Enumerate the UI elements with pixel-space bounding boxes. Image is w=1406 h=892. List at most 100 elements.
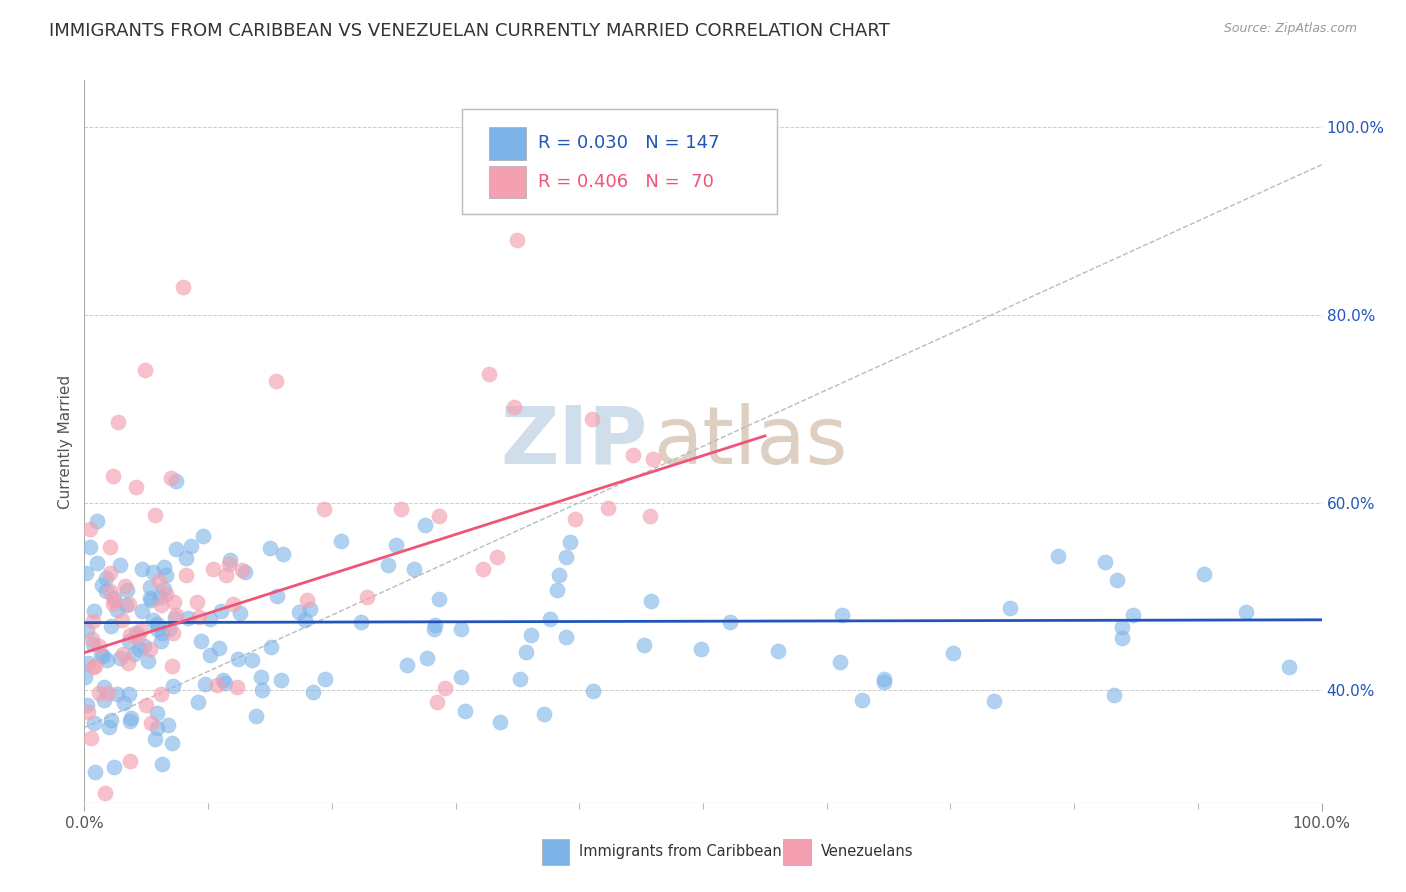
Text: Venezuelans: Venezuelans: [821, 845, 912, 859]
Point: [222, 597, 245, 611]
Point: [105, 603, 128, 617]
Bar: [489, 128, 526, 160]
Point: [294, 613, 316, 627]
Point: [86, 557, 108, 571]
Point: [288, 605, 311, 619]
Point: [509, 672, 531, 686]
Point: [115, 583, 138, 598]
Point: [115, 598, 138, 612]
Point: [129, 623, 152, 637]
Point: [219, 553, 242, 567]
Point: [134, 363, 156, 377]
Point: [423, 623, 446, 637]
Point: [270, 673, 292, 687]
Point: [79, 540, 101, 554]
Point: [690, 642, 713, 657]
Point: [105, 687, 128, 701]
Point: [145, 721, 167, 735]
Point: [271, 548, 294, 562]
Point: [201, 562, 224, 576]
Point: [138, 581, 160, 595]
FancyBboxPatch shape: [461, 109, 778, 214]
Point: [198, 612, 221, 626]
Point: [114, 579, 136, 593]
Point: [160, 471, 183, 485]
Point: [90, 648, 112, 662]
Point: [506, 233, 529, 247]
Point: [77, 656, 100, 670]
Point: [389, 502, 412, 516]
Point: [415, 517, 437, 532]
Point: [433, 681, 456, 695]
Point: [146, 706, 169, 721]
Point: [1278, 659, 1301, 673]
Point: [145, 616, 167, 631]
Point: [73, 670, 96, 684]
Bar: [489, 166, 526, 198]
Point: [159, 622, 181, 636]
Point: [149, 590, 172, 604]
Point: [1122, 608, 1144, 623]
Point: [174, 550, 197, 565]
Point: [471, 562, 494, 576]
Point: [143, 508, 166, 522]
Point: [208, 640, 231, 655]
Point: [240, 653, 263, 667]
Text: atlas: atlas: [654, 402, 848, 481]
Text: R = 0.030   N = 147: R = 0.030 N = 147: [538, 134, 720, 153]
Point: [519, 627, 541, 641]
Point: [112, 696, 135, 710]
Point: [621, 448, 644, 462]
Point: [633, 639, 655, 653]
Point: [176, 568, 198, 582]
Point: [194, 677, 217, 691]
Point: [94, 583, 117, 598]
Point: [226, 681, 249, 695]
Point: [416, 651, 439, 665]
Point: [515, 645, 537, 659]
Point: [427, 509, 450, 524]
Point: [598, 500, 620, 515]
Point: [212, 673, 235, 687]
Point: [139, 642, 162, 657]
Point: [83, 715, 105, 730]
Point: [150, 756, 173, 771]
Point: [108, 558, 131, 572]
Point: [79, 522, 101, 536]
Point: [245, 709, 267, 723]
Point: [180, 539, 202, 553]
Point: [101, 597, 124, 611]
Point: [100, 618, 122, 632]
Point: [118, 597, 141, 611]
Point: [97, 686, 120, 700]
Point: [120, 628, 142, 642]
Point: [299, 602, 322, 616]
Point: [125, 479, 148, 493]
Point: [402, 562, 425, 576]
Point: [150, 687, 173, 701]
Point: [76, 623, 98, 637]
Point: [555, 631, 578, 645]
Point: [134, 640, 156, 654]
Point: [86, 514, 108, 528]
Point: [83, 604, 105, 618]
Point: [190, 633, 212, 648]
Point: [136, 654, 159, 668]
Point: [93, 692, 115, 706]
Point: [831, 608, 853, 623]
Point: [87, 640, 110, 654]
Point: [120, 714, 142, 728]
Point: [177, 610, 200, 624]
Point: [828, 655, 851, 669]
Point: [91, 648, 114, 663]
Text: ZIP: ZIP: [501, 402, 647, 481]
Point: [186, 595, 208, 609]
Point: [266, 589, 288, 603]
Point: [426, 695, 449, 709]
Point: [1046, 549, 1069, 563]
Point: [250, 683, 273, 698]
Point: [117, 657, 139, 671]
Point: [118, 633, 141, 648]
Point: [558, 534, 581, 549]
Point: [581, 412, 603, 426]
